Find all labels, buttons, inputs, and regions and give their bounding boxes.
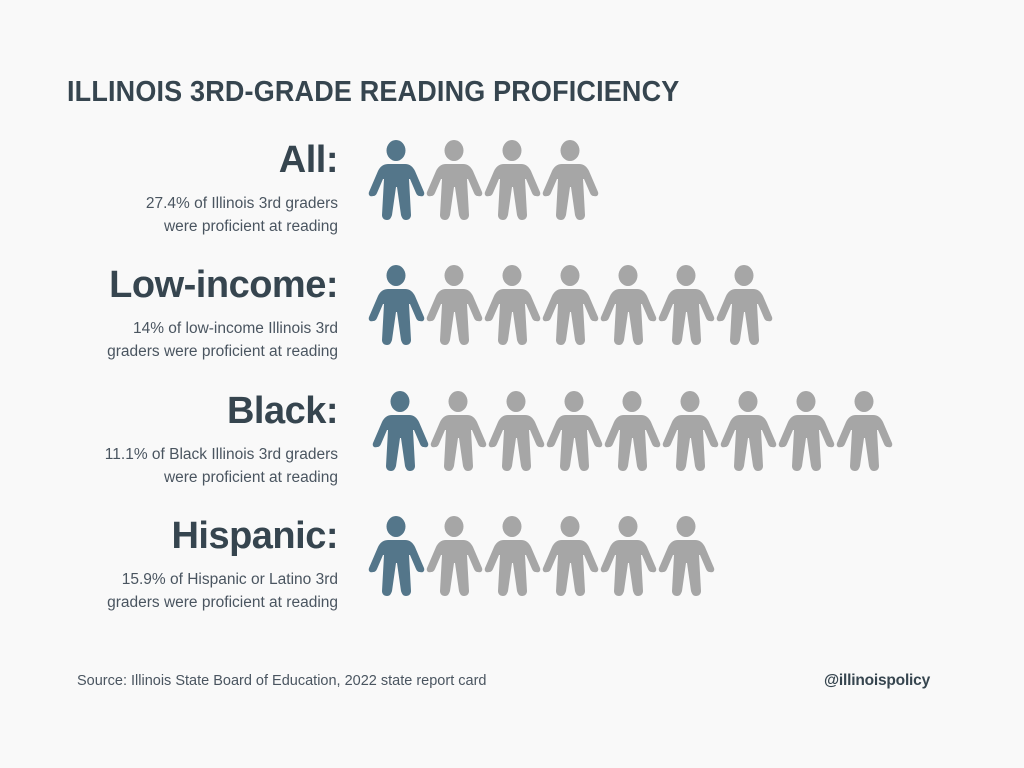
- description-line-1: 15.9% of Hispanic or Latino 3rd: [121, 571, 338, 588]
- pictogram: [367, 516, 715, 616]
- person-icon-not-proficient: [835, 391, 893, 491]
- person-icon-not-proficient: [425, 265, 483, 365]
- person-icon-not-proficient: [715, 265, 773, 365]
- pictogram: [371, 391, 893, 491]
- person-icon-not-proficient: [425, 140, 483, 240]
- row-hispanic: Hispanic: 15.9% of Hispanic or Latino 3r…: [0, 516, 1024, 626]
- row-description: 11.1% of Black Illinois 3rd graders were…: [38, 443, 338, 489]
- person-icon-proficient: [367, 265, 425, 365]
- row-description: 15.9% of Hispanic or Latino 3rd graders …: [38, 568, 338, 614]
- person-icon-not-proficient: [657, 516, 715, 616]
- description-line-1: 27.4% of Illinois 3rd graders: [145, 195, 338, 212]
- person-icon-proficient: [371, 391, 429, 491]
- description-line-1: 11.1% of Black Illinois 3rd graders: [104, 446, 338, 463]
- person-icon-not-proficient: [719, 391, 777, 491]
- description-line-1: 14% of low-income Illinois 3rd: [132, 320, 338, 337]
- social-handle: @illinoispolicy: [824, 672, 930, 689]
- person-icon-not-proficient: [545, 391, 603, 491]
- person-icon-not-proficient: [599, 516, 657, 616]
- description-line-2: graders were proficient at reading: [107, 594, 338, 611]
- person-icon-not-proficient: [541, 265, 599, 365]
- pictogram: [367, 140, 599, 240]
- person-icon-not-proficient: [429, 391, 487, 491]
- row-label: Low-income: 14% of low-income Illinois 3…: [38, 265, 338, 363]
- row-description: 27.4% of Illinois 3rd graders were profi…: [38, 192, 338, 238]
- row-label: Hispanic: 15.9% of Hispanic or Latino 3r…: [38, 516, 338, 614]
- person-icon-not-proficient: [425, 516, 483, 616]
- row-heading: Black:: [226, 390, 339, 432]
- row-heading: Hispanic:: [171, 515, 338, 557]
- person-icon-not-proficient: [657, 265, 715, 365]
- source-note: Source: Illinois State Board of Educatio…: [77, 673, 487, 689]
- row-heading: Low-income:: [109, 264, 338, 306]
- row-low-income: Low-income: 14% of low-income Illinois 3…: [0, 265, 1024, 375]
- row-description: 14% of low-income Illinois 3rd graders w…: [38, 317, 338, 363]
- person-icon-proficient: [367, 140, 425, 240]
- chart-title: ILLINOIS 3RD-GRADE READING PROFICIENCY: [67, 76, 680, 108]
- row-black: Black: 11.1% of Black Illinois 3rd grade…: [0, 391, 1024, 501]
- person-icon-not-proficient: [483, 265, 541, 365]
- description-line-2: were proficient at reading: [163, 469, 338, 486]
- row-all: All: 27.4% of Illinois 3rd graders were …: [0, 140, 1024, 250]
- person-icon-not-proficient: [487, 391, 545, 491]
- person-icon-not-proficient: [541, 516, 599, 616]
- person-icon-not-proficient: [599, 265, 657, 365]
- description-line-2: graders were proficient at reading: [107, 343, 338, 360]
- row-label: All: 27.4% of Illinois 3rd graders were …: [38, 139, 339, 238]
- pictogram: [367, 265, 773, 365]
- row-heading: All:: [278, 139, 339, 181]
- person-icon-not-proficient: [483, 516, 541, 616]
- person-icon-not-proficient: [603, 391, 661, 491]
- person-icon-not-proficient: [483, 140, 541, 240]
- person-icon-not-proficient: [661, 391, 719, 491]
- person-icon-not-proficient: [777, 391, 835, 491]
- person-icon-not-proficient: [541, 140, 599, 240]
- description-line-2: were proficient at reading: [163, 218, 338, 235]
- row-label: Black: 11.1% of Black Illinois 3rd grade…: [38, 390, 339, 489]
- person-icon-proficient: [367, 516, 425, 616]
